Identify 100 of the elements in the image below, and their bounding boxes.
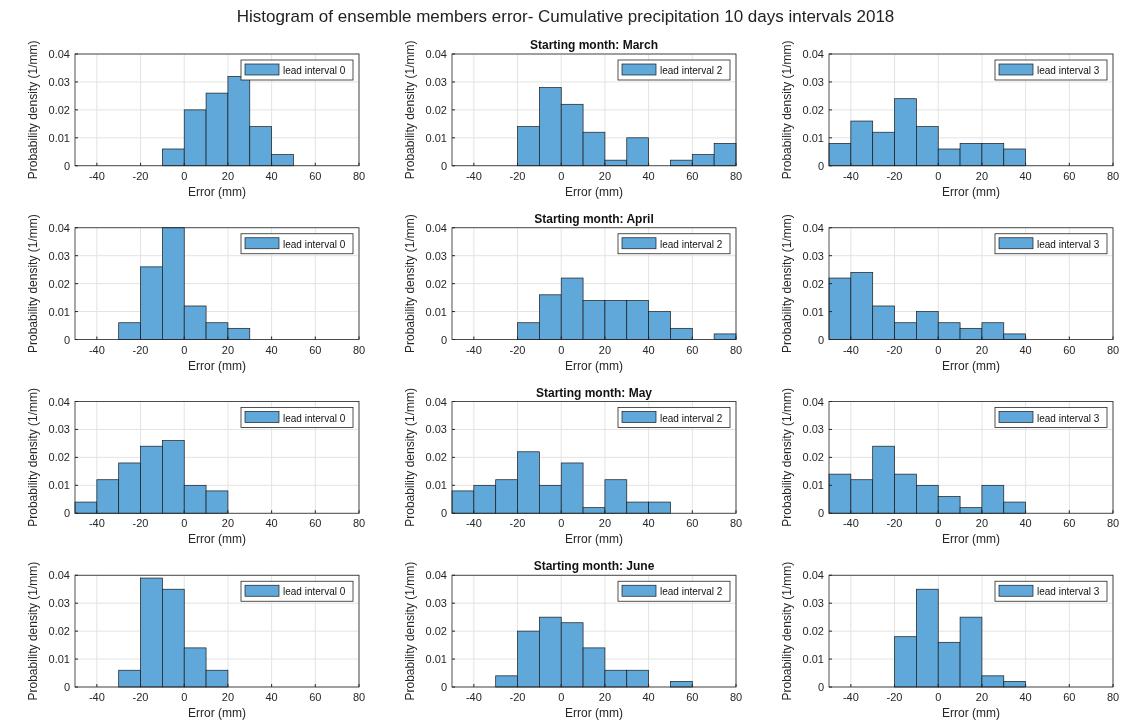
y-tick-label: 0.03 (48, 75, 70, 88)
y-axis-title: Probability density (1/mm) (780, 40, 794, 180)
x-tick-label: -20 (509, 169, 526, 182)
y-tick-label: 0.02 (425, 103, 447, 116)
x-tick-label: 40 (642, 517, 655, 530)
x-tick-label: -40 (465, 517, 482, 530)
y-tick-label: 0.04 (802, 48, 824, 60)
x-tick-label: 0 (558, 343, 565, 356)
y-axis-title: Probability density (1/mm) (26, 40, 40, 180)
x-tick-label: 80 (352, 343, 366, 356)
x-tick-label: 80 (729, 691, 743, 703)
x-tick-label: 20 (598, 169, 612, 182)
chart-title: Starting month: June (533, 559, 655, 574)
legend-label: lead interval 3 (1037, 238, 1100, 250)
y-tick-label: 0.04 (802, 569, 824, 582)
x-tick-label: 60 (1063, 691, 1076, 703)
y-tick-label: 0.02 (425, 625, 447, 638)
y-tick-label: 0 (817, 333, 824, 346)
legend-label: lead interval 2 (660, 586, 723, 598)
x-tick-label: -20 (886, 691, 903, 703)
y-tick-label: 0.03 (802, 75, 824, 88)
x-axis-title: Error (mm) (565, 532, 623, 547)
y-axis-title: Probability density (1/mm) (780, 388, 794, 527)
x-tick-label: 0 (558, 169, 565, 182)
x-tick-label: 20 (598, 691, 612, 703)
x-tick-label: 80 (1106, 169, 1120, 182)
x-tick-label: 0 (181, 343, 188, 356)
y-tick-label: 0 (63, 681, 70, 693)
text: Histogram of ensemble members error- Cumulative precipitation 10 days intervals 2018 (236, 7, 895, 26)
y-tick-label: 0 (817, 507, 824, 520)
x-tick-label: 60 (686, 343, 699, 356)
y-axis-title: Probability density (1/mm) (403, 561, 417, 701)
x-tick-label: 0 (935, 517, 942, 530)
x-tick-label: -40 (842, 169, 859, 182)
chart-title: Starting month: May (536, 385, 653, 400)
x-tick-label: -40 (465, 169, 482, 182)
x-tick-label: 60 (1063, 517, 1076, 530)
x-tick-label: 0 (558, 691, 565, 703)
y-axis-title: Probability density (1/mm) (780, 561, 794, 701)
y-tick-label: 0.01 (425, 305, 447, 318)
x-tick-label: -20 (886, 169, 903, 182)
x-axis-title: Error (mm) (565, 706, 623, 720)
y-tick-label: 0.02 (48, 451, 70, 464)
x-tick-label: -20 (132, 517, 149, 530)
x-tick-label: 20 (221, 169, 235, 182)
x-tick-label: 80 (1106, 517, 1120, 530)
y-tick-label: 0.03 (425, 597, 447, 610)
legend-label: lead interval 3 (1037, 586, 1100, 598)
x-tick-label: 80 (1106, 691, 1120, 703)
x-axis-title: Error (mm) (188, 532, 246, 547)
y-tick-label: 0.01 (48, 131, 70, 144)
chart-title: Starting month: April (534, 211, 654, 226)
x-tick-label: 20 (975, 343, 989, 356)
x-tick-label: 60 (309, 169, 322, 182)
chart-title: Starting month: March (530, 38, 658, 52)
y-tick-label: 0.04 (48, 48, 70, 60)
y-tick-label: 0 (817, 681, 824, 693)
y-tick-label: 0.03 (48, 423, 70, 436)
x-tick-label: 40 (1019, 691, 1032, 703)
x-tick-label: 60 (1063, 169, 1076, 182)
y-tick-label: 0.04 (425, 569, 447, 582)
y-axis-title: Probability density (1/mm) (403, 214, 417, 353)
x-axis-title: Error (mm) (565, 358, 623, 373)
y-tick-label: 0.02 (802, 625, 824, 638)
y-tick-label: 0.02 (802, 277, 824, 290)
x-tick-label: 20 (221, 691, 235, 703)
x-tick-label: 80 (729, 169, 743, 182)
y-tick-label: 0.02 (802, 103, 824, 116)
y-axis-title: Probability density (1/mm) (26, 561, 40, 701)
y-tick-label: 0.02 (48, 103, 70, 116)
x-tick-label: 60 (1063, 343, 1076, 356)
x-tick-label: -20 (886, 517, 903, 530)
y-tick-label: 0.03 (425, 423, 447, 436)
x-axis-title: Error (mm) (942, 706, 1000, 720)
y-tick-label: 0.01 (48, 305, 70, 318)
y-tick-label: 0.04 (48, 569, 70, 582)
y-tick-label: 0.04 (802, 221, 824, 234)
x-tick-label: -20 (886, 343, 903, 356)
y-tick-label: 0.04 (425, 395, 447, 408)
y-tick-label: 0 (817, 159, 824, 172)
y-tick-label: 0 (440, 681, 447, 693)
x-tick-label: 0 (181, 169, 188, 182)
x-tick-label: 0 (181, 691, 188, 703)
x-axis-title: Error (mm) (942, 184, 1000, 199)
x-tick-label: -40 (88, 517, 105, 530)
legend-label: lead interval 3 (1037, 65, 1100, 76)
y-axis-title: Probability density (1/mm) (26, 388, 40, 527)
x-tick-label: 60 (309, 517, 322, 530)
x-tick-label: 80 (352, 169, 366, 182)
y-tick-label: 0.04 (48, 221, 70, 234)
y-tick-label: 0.03 (48, 597, 70, 610)
x-axis-title: Error (mm) (565, 184, 623, 199)
x-tick-label: 0 (181, 517, 188, 530)
x-tick-label: 40 (265, 691, 278, 703)
x-tick-label: -40 (842, 343, 859, 356)
x-tick-label: -40 (88, 691, 105, 703)
y-tick-label: 0.03 (802, 249, 824, 262)
y-tick-label: 0 (63, 159, 70, 172)
x-tick-label: 80 (352, 517, 366, 530)
x-tick-label: 20 (975, 169, 989, 182)
